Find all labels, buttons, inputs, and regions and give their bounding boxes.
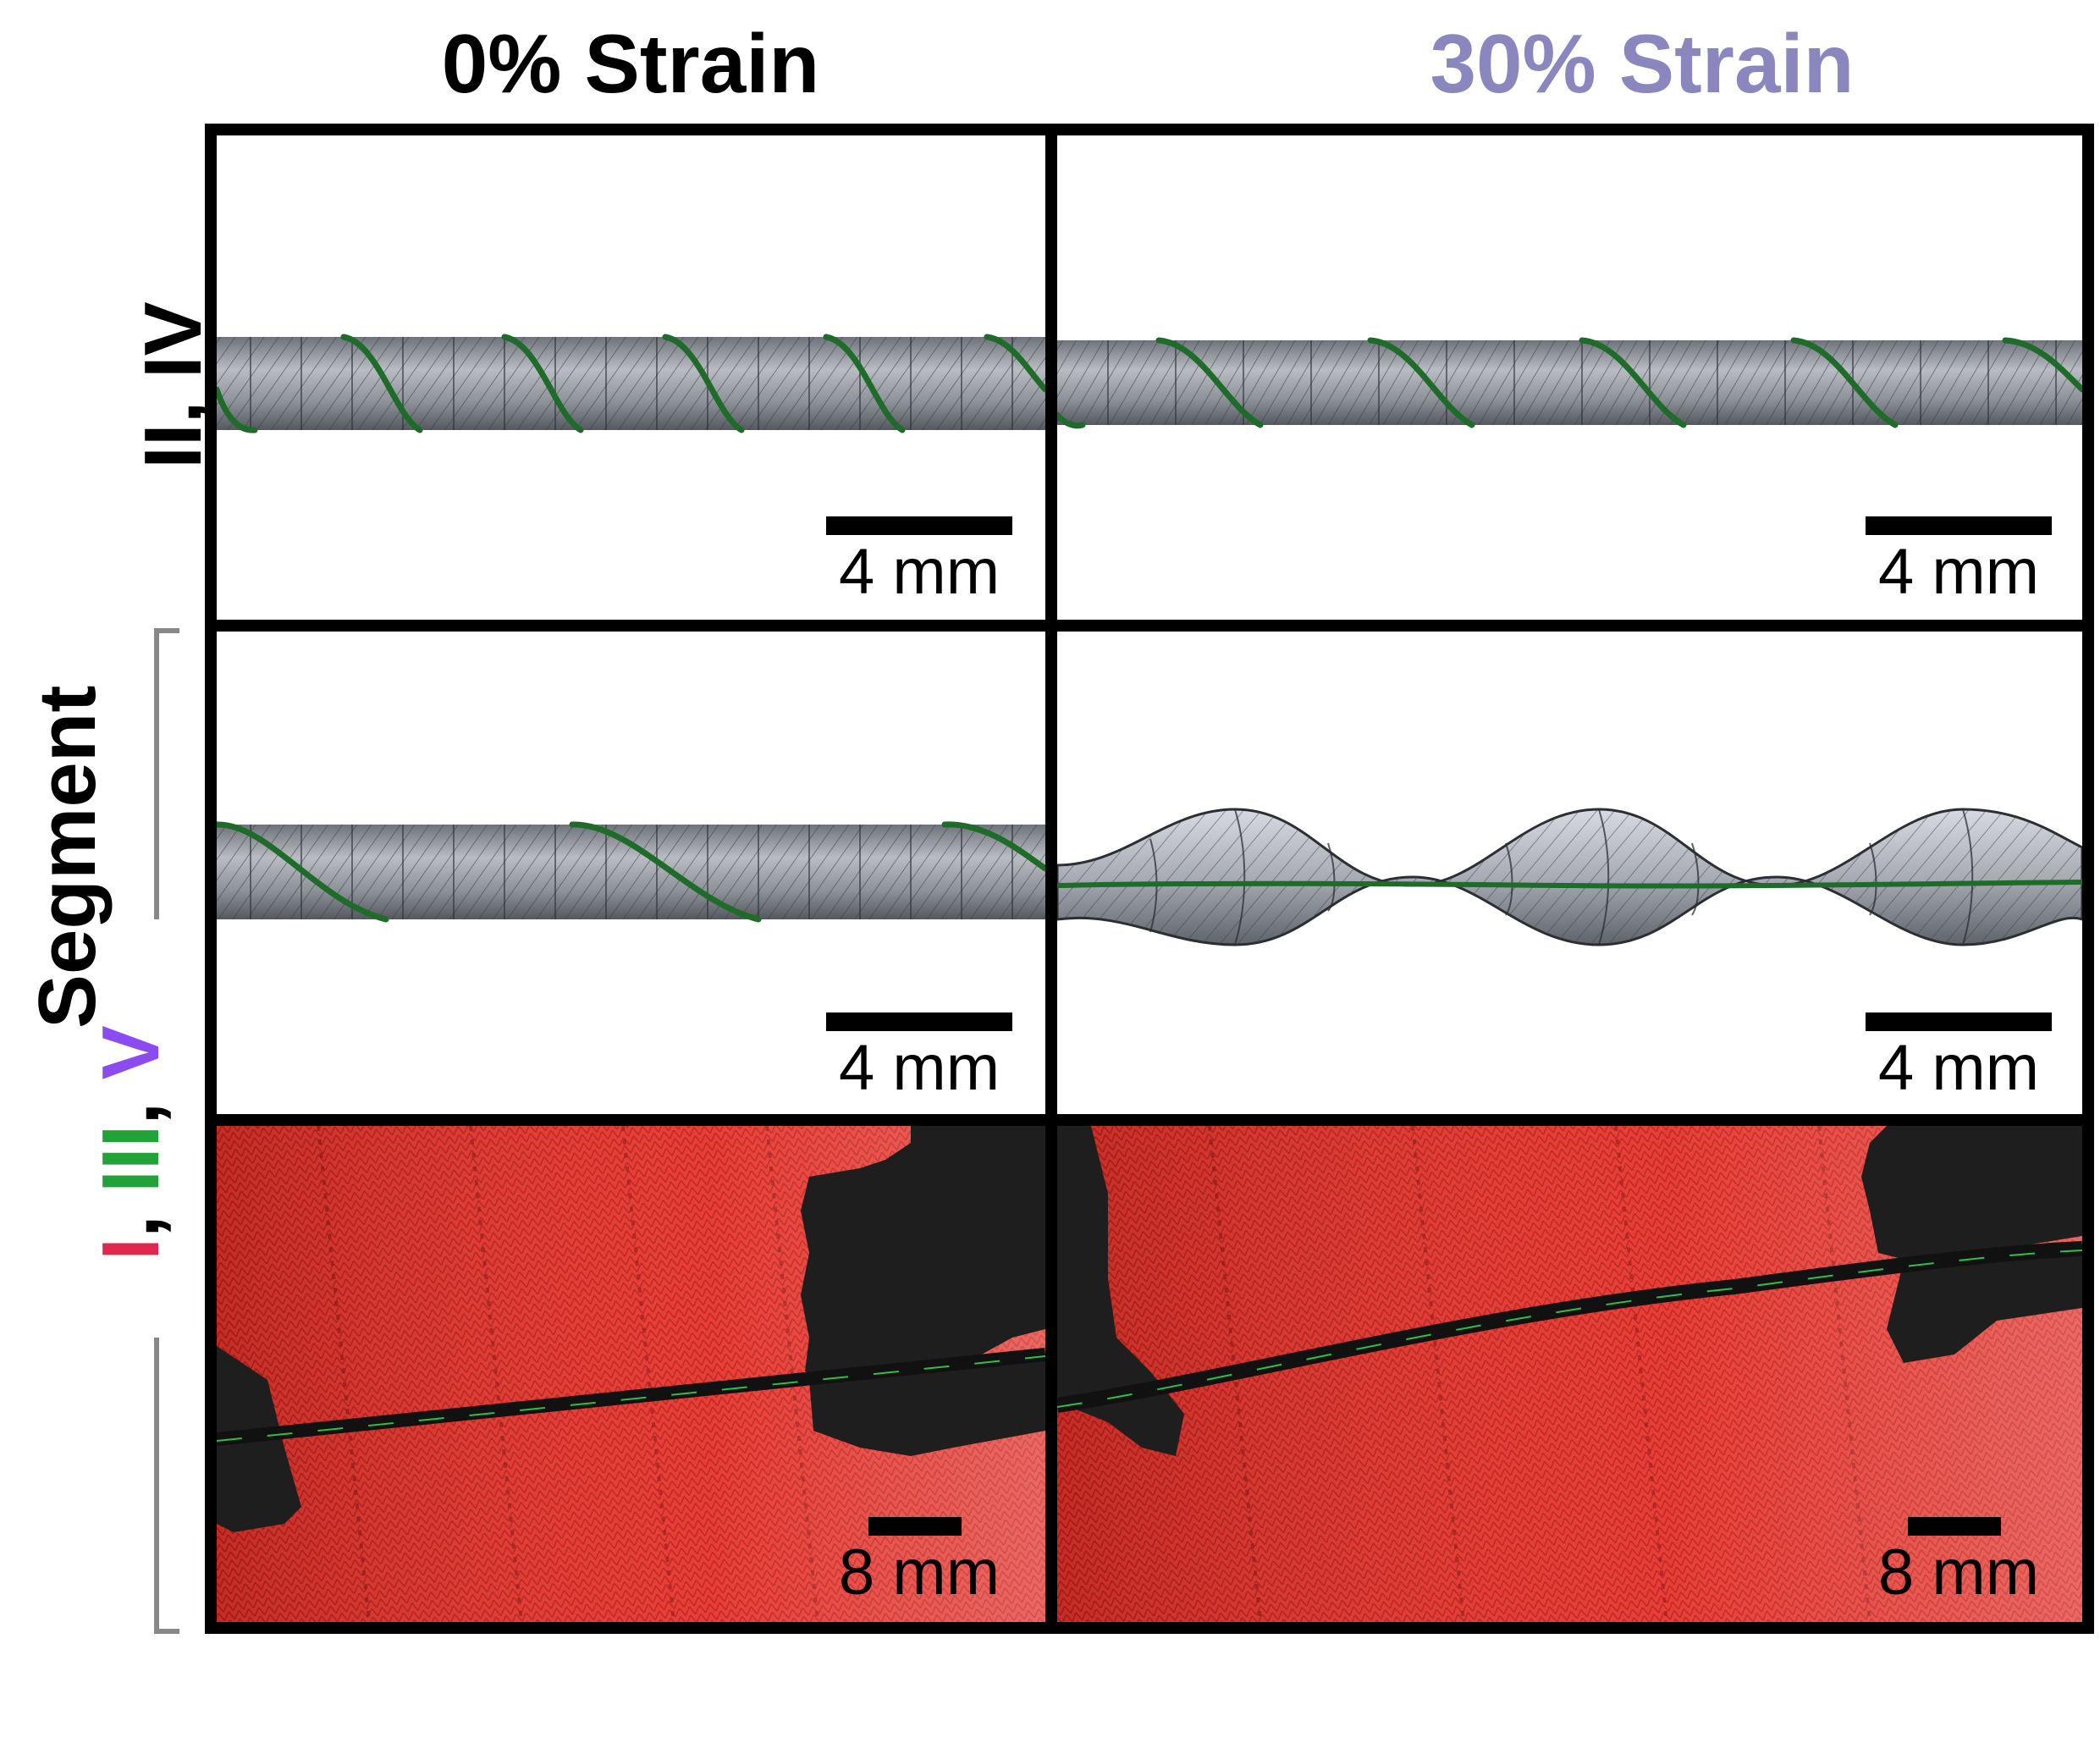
scale-bar-label: 8 mm [839,1537,1000,1608]
segment-v-label: V [85,1025,176,1080]
panel-photo-30-strain: 8 mm [1057,1126,2082,1622]
stretched-fiber-illustration [1057,337,2082,429]
scale-bar [1866,1012,2052,1031]
scale-bar [868,1517,962,1536]
column-title-0-strain: 0% Strain [441,17,820,110]
panel-segment-ii-iv-30-strain: 4 mm [1057,135,2082,620]
row-label-segment-i-iii-v: I, III, V [85,965,176,1321]
scale-bar [1866,516,2052,535]
panel-segment-ii-iv-0-strain: 4 mm [217,135,1045,620]
row-label-segment-ii-iv: II, IV [128,301,218,469]
row-divider [205,620,2094,632]
scale-bar [1908,1517,2001,1536]
scale-bar-label: 4 mm [839,536,1000,608]
straight-fiber-illustration [217,334,1045,433]
row-divider [205,1114,2094,1126]
fiber-illustration [217,821,1045,923]
segment-iii-label: III [85,1124,176,1193]
knit-fabric-photo [217,1126,1045,1622]
scale-bar-label: 4 mm [1878,1032,2039,1104]
label-separator: , [85,1079,176,1125]
scale-bar-label: 4 mm [1878,536,2039,608]
column-title-30-strain: 30% Strain [1430,17,1855,110]
scale-bar-label: 8 mm [1878,1537,2039,1608]
buckled-fiber-illustration [1057,808,2082,946]
scale-bar [826,516,1012,535]
bracket-tick [154,1629,179,1634]
bracket-tick [154,628,179,633]
panel-photo-0-strain: 8 mm [217,1126,1045,1622]
knit-fabric-photo [1057,1126,2082,1622]
label-separator: , [85,1192,176,1239]
column-divider [1045,124,1057,1634]
scale-bar-label: 4 mm [839,1032,1000,1104]
panel-segment-i-iii-v-0-strain: 4 mm [217,632,1045,1114]
row-group-bracket [154,1338,159,1634]
row-group-bracket [154,628,159,919]
scale-bar [826,1012,1012,1031]
segment-i-label: I [85,1238,176,1261]
panel-segment-i-iii-v-30-strain: 4 mm [1057,632,2082,1114]
